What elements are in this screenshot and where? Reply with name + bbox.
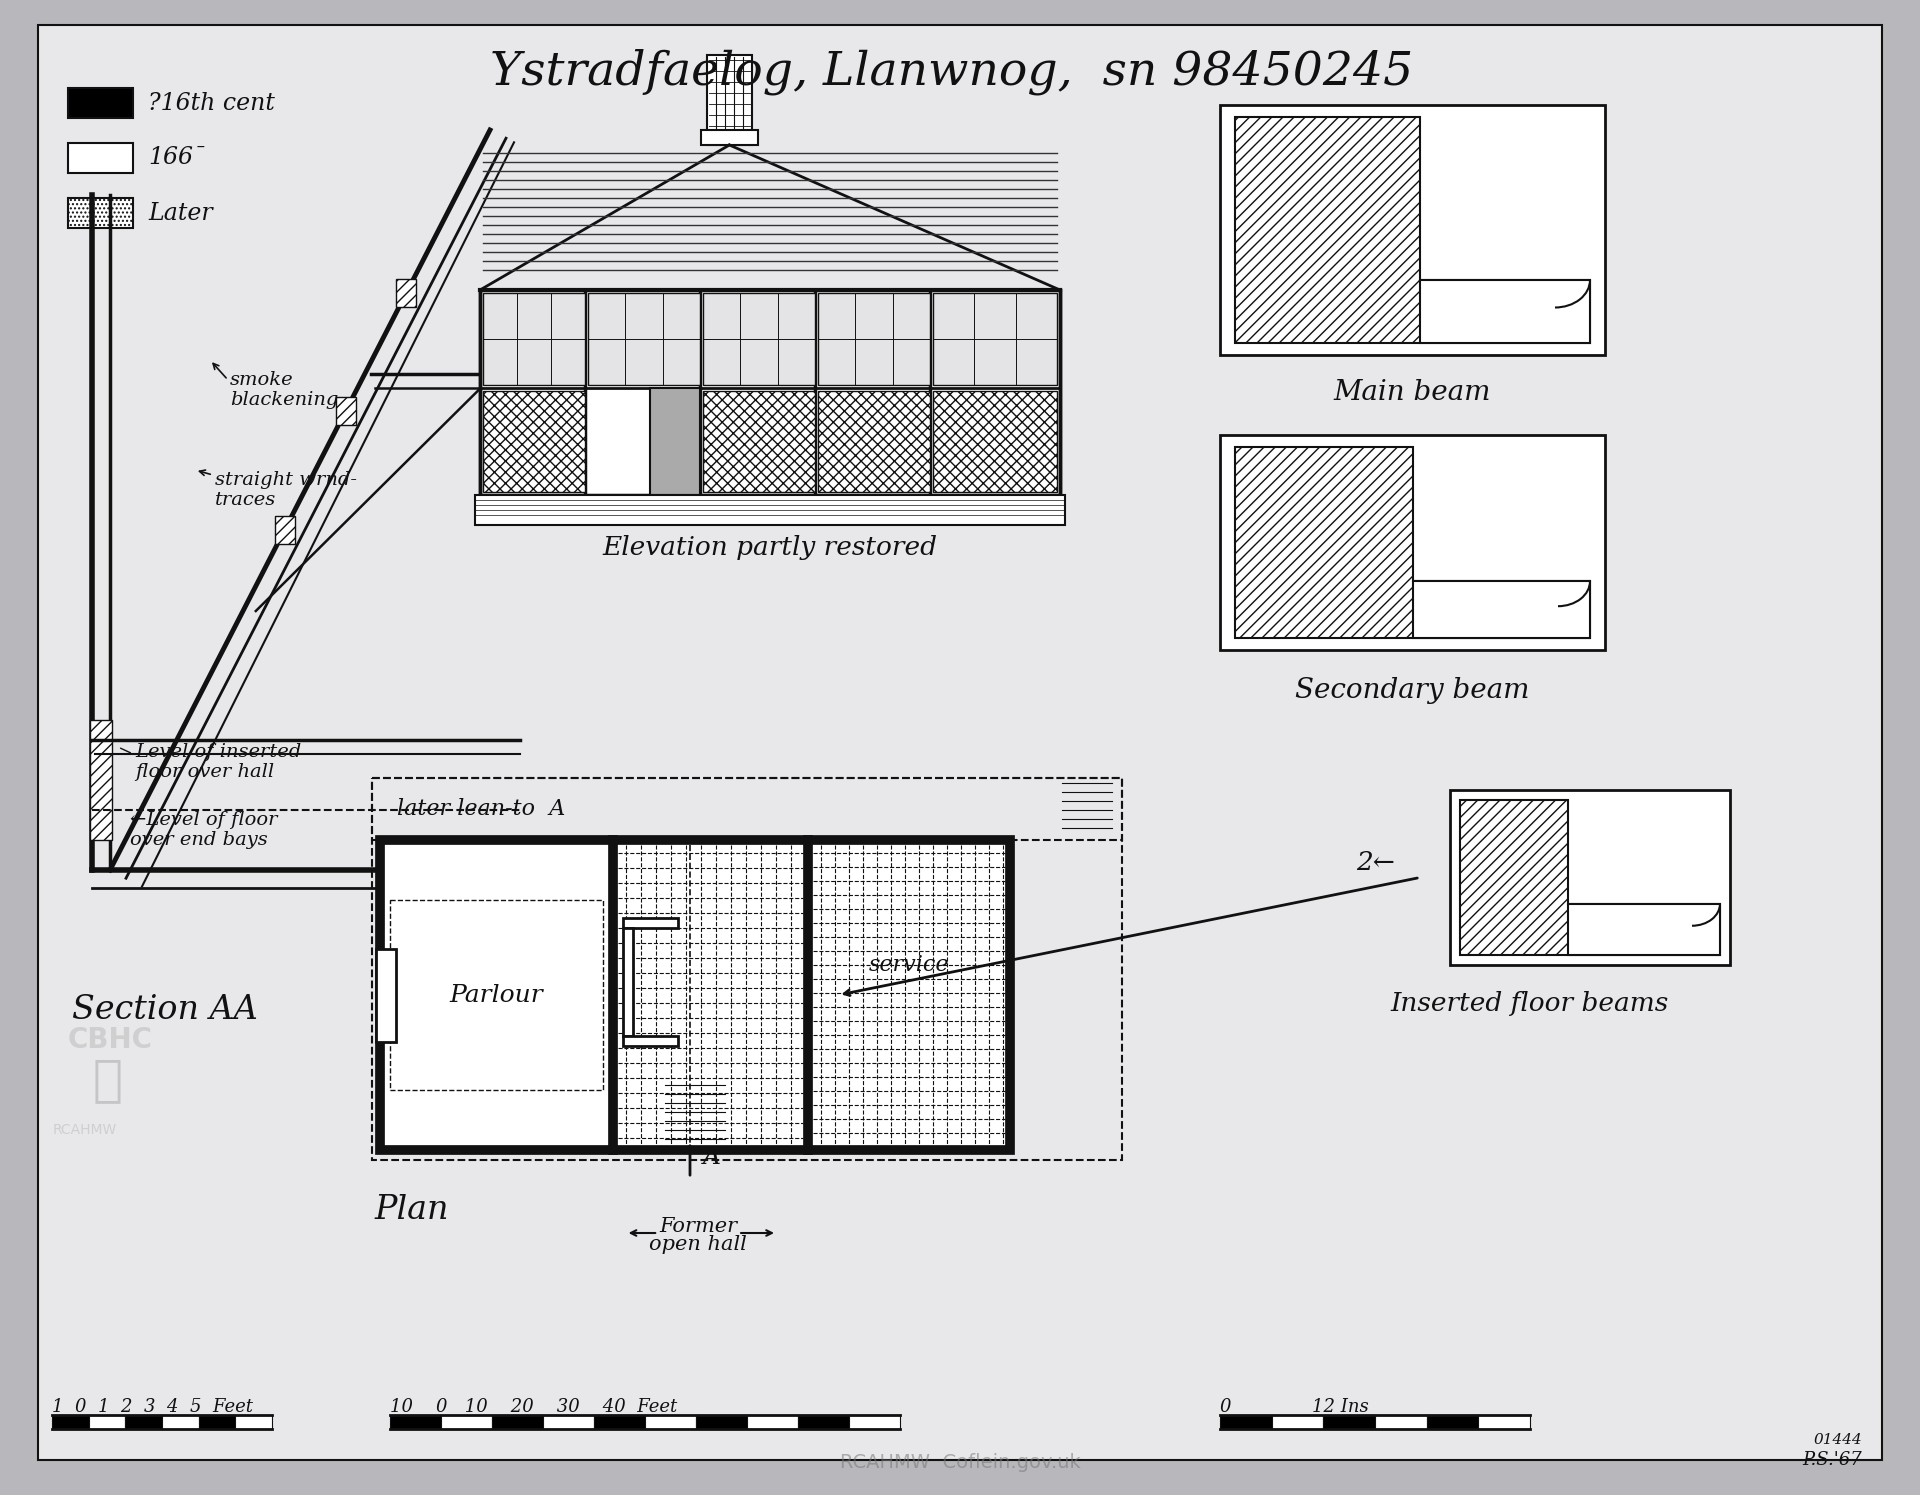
Text: 166¯: 166¯ — [148, 147, 205, 169]
Bar — [52, 1414, 88, 1429]
Bar — [624, 1036, 678, 1046]
Text: P.S.'67: P.S.'67 — [1803, 1452, 1862, 1470]
Text: 10    0   10    20    30    40  Feet: 10 0 10 20 30 40 Feet — [390, 1398, 678, 1416]
Bar — [1219, 105, 1605, 354]
Bar — [624, 918, 678, 927]
Bar — [593, 1414, 645, 1429]
Bar — [818, 392, 929, 492]
Bar — [799, 1414, 849, 1429]
Text: Level of inserted
floor over hall: Level of inserted floor over hall — [134, 743, 301, 782]
Text: 01444: 01444 — [1812, 1434, 1862, 1447]
Bar — [747, 1414, 799, 1429]
Bar — [236, 1414, 273, 1429]
Text: Section AA: Section AA — [73, 994, 257, 1026]
Polygon shape — [1413, 582, 1590, 638]
Text: Elevation partly restored: Elevation partly restored — [603, 535, 937, 559]
Bar — [543, 1414, 593, 1429]
Bar — [624, 927, 634, 1036]
Bar — [1478, 1414, 1530, 1429]
Bar — [372, 777, 1121, 840]
Bar — [376, 948, 396, 1042]
Text: later lean-to  A: later lean-to A — [397, 798, 564, 819]
Text: A: A — [703, 1147, 722, 1169]
Text: smoke
blackening: smoke blackening — [230, 371, 338, 410]
Bar — [125, 1414, 161, 1429]
Bar — [474, 495, 1066, 525]
Text: ?16th cent: ?16th cent — [148, 91, 275, 115]
Bar — [161, 1414, 198, 1429]
Text: Later: Later — [148, 202, 213, 224]
Bar — [67, 144, 132, 173]
Bar — [645, 1414, 695, 1429]
Text: CBHC: CBHC — [67, 1026, 152, 1054]
Polygon shape — [1421, 280, 1590, 342]
Bar — [390, 1414, 442, 1429]
Bar — [492, 1414, 543, 1429]
Text: Plan: Plan — [374, 1195, 449, 1226]
Bar — [88, 1414, 125, 1429]
Text: Inserted floor beams: Inserted floor beams — [1390, 991, 1668, 1015]
Text: Secondary beam: Secondary beam — [1296, 677, 1530, 704]
Polygon shape — [336, 398, 355, 425]
Bar — [588, 293, 701, 386]
Bar — [1219, 1414, 1271, 1429]
Text: 1  0  1  2  3  4  5  Feet: 1 0 1 2 3 4 5 Feet — [52, 1398, 253, 1416]
Bar — [1219, 435, 1605, 650]
Bar — [933, 293, 1058, 386]
Bar — [1375, 1414, 1427, 1429]
Text: ←Level of floor
over end bays: ←Level of floor over end bays — [131, 810, 278, 849]
Bar — [380, 840, 1010, 1150]
Polygon shape — [275, 516, 296, 544]
Bar — [484, 293, 586, 386]
Text: open hall: open hall — [649, 1235, 747, 1254]
Text: service: service — [870, 954, 950, 976]
Bar — [703, 392, 814, 492]
Bar — [1323, 1414, 1375, 1429]
Text: Former: Former — [659, 1217, 737, 1236]
Bar — [701, 130, 758, 145]
Polygon shape — [396, 278, 417, 306]
Polygon shape — [1567, 904, 1720, 955]
Text: 2←: 2← — [1356, 851, 1396, 875]
Bar — [933, 392, 1058, 492]
Text: 0              12 Ins: 0 12 Ins — [1219, 1398, 1369, 1416]
Bar — [1427, 1414, 1478, 1429]
Text: Parlour: Parlour — [449, 984, 543, 1006]
Bar — [390, 900, 603, 1090]
Bar — [1450, 789, 1730, 964]
Bar — [372, 777, 1121, 1160]
Text: Ystradfaelog, Llanwnog,  sn 98450245: Ystradfaelog, Llanwnog, sn 98450245 — [490, 49, 1413, 96]
Text: 🐉: 🐉 — [92, 1055, 123, 1103]
Bar — [695, 1414, 747, 1429]
Bar — [703, 293, 814, 386]
Bar — [480, 290, 1060, 495]
Bar — [484, 392, 586, 492]
Text: straight wrnd-
traces: straight wrnd- traces — [215, 471, 357, 510]
Bar — [90, 721, 111, 840]
Bar — [198, 1414, 236, 1429]
Text: RCAHMW  Coflein.gov.uk: RCAHMW Coflein.gov.uk — [839, 1453, 1081, 1471]
Bar — [707, 55, 753, 145]
Bar — [67, 197, 132, 229]
Bar — [1271, 1414, 1323, 1429]
Bar — [849, 1414, 900, 1429]
Bar — [818, 293, 929, 386]
Text: RCAHMW: RCAHMW — [54, 1123, 117, 1138]
Bar — [651, 389, 701, 495]
Bar — [67, 88, 132, 118]
Text: Main beam: Main beam — [1334, 380, 1492, 407]
Bar — [442, 1414, 492, 1429]
